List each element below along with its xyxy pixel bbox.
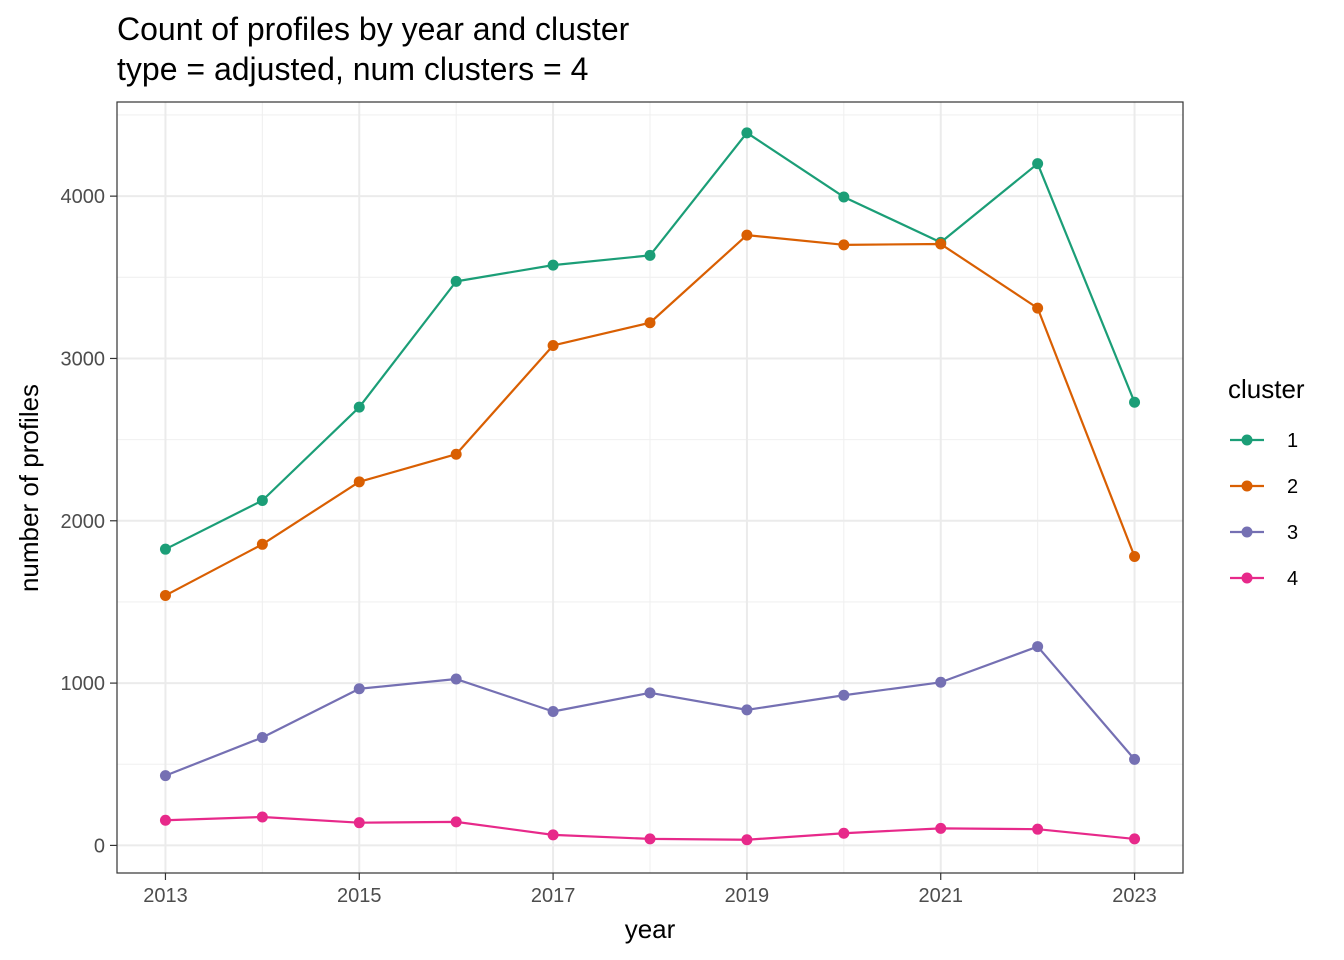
data-point bbox=[741, 229, 753, 241]
series-3 bbox=[159, 641, 1141, 782]
x-tick-label: 2023 bbox=[1112, 885, 1157, 907]
data-point bbox=[1032, 641, 1044, 653]
data-point bbox=[353, 476, 365, 488]
data-point bbox=[1129, 833, 1141, 845]
series-4 bbox=[159, 811, 1141, 846]
y-tick-label: 3000 bbox=[61, 348, 106, 370]
legend-item-4: 4 bbox=[1230, 568, 1298, 590]
legend: cluster 1 2 3 4 bbox=[1228, 374, 1305, 590]
series-2 bbox=[159, 229, 1141, 601]
data-point bbox=[450, 448, 462, 460]
x-tick-label: 2015 bbox=[337, 885, 382, 907]
legend-item-2: 2 bbox=[1230, 476, 1298, 498]
x-tick-label: 2019 bbox=[725, 885, 770, 907]
x-tick-label: 2021 bbox=[918, 885, 963, 907]
data-point bbox=[644, 687, 656, 699]
legend-key-point bbox=[1241, 480, 1253, 492]
data-point bbox=[547, 339, 559, 351]
data-point bbox=[353, 401, 365, 413]
data-point bbox=[547, 705, 559, 717]
data-point bbox=[1032, 823, 1044, 835]
data-point bbox=[159, 770, 171, 782]
data-point bbox=[838, 191, 850, 203]
chart-title: Count of profiles by year and cluster bbox=[117, 11, 630, 47]
data-point bbox=[644, 833, 656, 845]
y-tick-label: 1000 bbox=[61, 673, 106, 695]
data-point bbox=[256, 811, 268, 823]
data-point bbox=[450, 816, 462, 828]
data-point bbox=[159, 814, 171, 826]
data-point bbox=[159, 543, 171, 555]
legend-key-point bbox=[1241, 434, 1253, 446]
legend-item-3: 3 bbox=[1230, 522, 1298, 544]
data-point bbox=[256, 494, 268, 506]
chart-subtitle: type = adjusted, num clusters = 4 bbox=[117, 51, 588, 87]
data-point bbox=[1032, 158, 1044, 170]
grid bbox=[117, 102, 1183, 873]
data-point bbox=[1032, 302, 1044, 314]
data-point bbox=[256, 538, 268, 550]
data-point bbox=[741, 834, 753, 846]
legend-label: 3 bbox=[1287, 522, 1298, 544]
data-point bbox=[838, 239, 850, 251]
data-point bbox=[547, 829, 559, 841]
data-point bbox=[644, 317, 656, 329]
data-point bbox=[644, 249, 656, 261]
data-point bbox=[838, 827, 850, 839]
legend-key-point bbox=[1241, 526, 1253, 538]
data-point bbox=[353, 683, 365, 695]
series-layer bbox=[159, 127, 1141, 846]
data-point bbox=[450, 275, 462, 287]
y-tick-label: 4000 bbox=[61, 186, 106, 208]
legend-title: cluster bbox=[1228, 374, 1305, 404]
data-point bbox=[353, 817, 365, 829]
data-point bbox=[1129, 753, 1141, 765]
y-tick-label: 0 bbox=[94, 835, 105, 857]
data-point bbox=[547, 259, 559, 271]
y-axis-title: number of profiles bbox=[14, 384, 44, 592]
x-tick-label: 2013 bbox=[143, 885, 188, 907]
data-point bbox=[159, 589, 171, 601]
data-point bbox=[935, 822, 947, 834]
data-point bbox=[256, 731, 268, 743]
x-tick-label: 2017 bbox=[531, 885, 576, 907]
data-point bbox=[450, 673, 462, 685]
data-point bbox=[1129, 396, 1141, 408]
axes: 2013 2015 2017 2019 2021 2023 0 1000 2000 3000 400… bbox=[61, 186, 1157, 907]
data-point bbox=[935, 676, 947, 688]
data-point bbox=[838, 689, 850, 701]
panel-border bbox=[116, 101, 1184, 874]
legend-label: 4 bbox=[1287, 568, 1298, 590]
data-point bbox=[741, 127, 753, 139]
legend-item-1: 1 bbox=[1230, 430, 1298, 452]
data-point bbox=[935, 238, 947, 250]
data-point bbox=[1129, 550, 1141, 562]
legend-label: 1 bbox=[1287, 430, 1298, 452]
x-axis-title: year bbox=[625, 914, 676, 944]
series-1 bbox=[159, 127, 1141, 555]
data-point bbox=[741, 704, 753, 716]
legend-label: 2 bbox=[1287, 476, 1298, 498]
legend-key-point bbox=[1241, 572, 1253, 584]
y-tick-label: 2000 bbox=[61, 511, 106, 533]
